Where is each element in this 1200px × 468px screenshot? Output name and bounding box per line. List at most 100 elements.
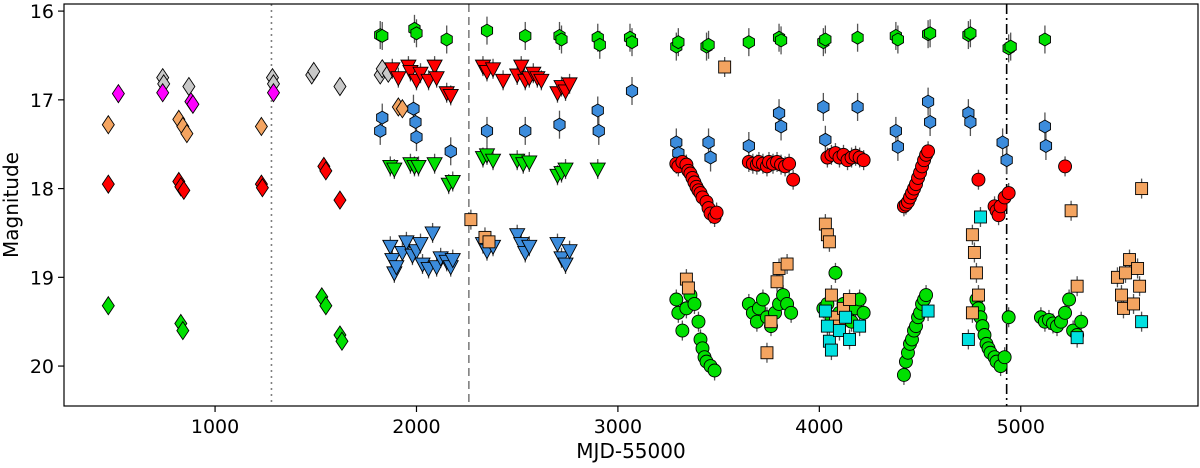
data-point-hexagon: [964, 114, 977, 130]
data-point-diamond: [180, 123, 194, 144]
data-point-circle: [784, 305, 799, 320]
data-point-triangle_down: [521, 155, 538, 171]
data-point-hexagon: [1039, 138, 1053, 154]
data-point-triangle_down: [398, 235, 415, 251]
plot-frame: [63, 3, 1199, 407]
data-point-circle: [1062, 292, 1077, 307]
y-tick-label: 17: [30, 90, 54, 112]
data-point-hexagon: [891, 32, 904, 47]
data-point-hexagon: [964, 26, 977, 41]
data-point-circle: [687, 296, 702, 311]
data-point-hexagon: [1038, 32, 1051, 47]
data-point-hexagon: [889, 123, 902, 138]
data-point-hexagon: [409, 114, 422, 130]
data-point-diamond: [186, 94, 200, 115]
data-point-hexagon: [519, 123, 532, 138]
data-point-diamond: [319, 161, 333, 181]
data-point-triangle_down: [494, 73, 512, 90]
data-point-hexagon: [410, 26, 423, 41]
data-point-square: [965, 306, 979, 320]
data-point-square: [833, 324, 846, 338]
data-point-diamond: [182, 76, 196, 97]
data-point-square: [921, 304, 935, 318]
data-point-circle: [707, 363, 722, 378]
data-point-diamond: [101, 114, 115, 135]
data-point-triangle_down: [484, 153, 502, 170]
data-point-hexagon: [702, 37, 715, 52]
data-point-diamond: [101, 295, 115, 316]
data-point-triangle_down: [390, 71, 407, 87]
data-point-diamond: [254, 116, 268, 137]
data-point-triangle_down: [386, 162, 403, 179]
data-point-diamond: [333, 190, 347, 210]
data-point-circle: [828, 265, 843, 280]
y-tick-label: 19: [30, 267, 54, 289]
data-point-hexagon: [1004, 39, 1017, 54]
data-point-square: [780, 257, 794, 271]
data-point-hexagon: [670, 135, 683, 150]
x-tick-label: 3000: [594, 416, 642, 438]
data-point-square: [820, 319, 834, 333]
data-point-square: [974, 210, 987, 224]
data-point-circle: [997, 350, 1012, 365]
x-tick-label: 4000: [795, 416, 843, 438]
data-point-square: [1070, 279, 1084, 293]
data-point-hexagon: [772, 106, 786, 121]
data-point-circle: [919, 288, 934, 303]
data-point-triangle_down: [512, 59, 530, 76]
data-point-hexagon: [742, 35, 755, 50]
data-point-square: [967, 246, 981, 259]
data-point-hexagon: [592, 123, 605, 138]
data-point-square: [1070, 331, 1084, 345]
data-point-hexagon: [410, 130, 423, 145]
data-point-diamond: [335, 331, 349, 352]
data-point-triangle_down: [426, 157, 443, 173]
data-point-triangle_down: [426, 59, 443, 76]
data-point-circle: [856, 305, 871, 320]
y-axis-label: Magnitude: [0, 152, 23, 258]
data-point-circle: [782, 156, 797, 171]
data-point-triangle_down: [412, 237, 429, 253]
data-point-triangle_down: [521, 239, 538, 256]
data-point-diamond: [255, 177, 269, 198]
data-point-square: [969, 266, 983, 280]
data-point-square: [843, 293, 856, 306]
data-point-triangle_down: [557, 162, 574, 179]
x-tick-label: 5000: [997, 416, 1045, 438]
data-point-hexagon: [817, 99, 830, 114]
data-point-square: [824, 288, 838, 302]
data-point-triangle_down: [561, 77, 578, 93]
data-point-square: [818, 304, 832, 318]
y-tick-label: 18: [30, 179, 54, 201]
data-point-triangle_down: [561, 244, 578, 260]
data-point-square: [853, 319, 867, 333]
data-point-hexagon: [774, 119, 788, 134]
data-point-diamond: [333, 76, 347, 97]
data-point-triangle_down: [589, 162, 607, 179]
data-point-square: [824, 343, 838, 357]
data-point-hexagon: [702, 135, 715, 150]
data-point-square: [1135, 315, 1149, 329]
data-point-circle: [1074, 314, 1089, 329]
data-point-hexagon: [555, 32, 568, 47]
data-point-triangle_down: [388, 260, 405, 276]
y-tick-label: 20: [30, 356, 54, 378]
data-point-hexagon: [444, 144, 457, 159]
data-point-hexagon: [996, 135, 1009, 150]
data-point-hexagon: [374, 123, 387, 138]
data-point-hexagon: [407, 101, 420, 116]
data-point-square: [839, 310, 852, 324]
data-point-diamond: [101, 174, 115, 194]
data-point-diamond: [111, 83, 125, 104]
data-point-circle: [709, 205, 724, 220]
data-point-hexagon: [376, 28, 389, 43]
data-point-square: [1064, 204, 1078, 218]
data-point-circle: [1058, 305, 1073, 320]
data-point-hexagon: [625, 83, 639, 99]
data-point-square: [464, 213, 478, 227]
data-point-hexagon: [819, 32, 832, 47]
data-point-hexagon: [742, 138, 755, 154]
data-point-hexagon: [593, 37, 606, 52]
data-point-circle: [1001, 310, 1016, 325]
